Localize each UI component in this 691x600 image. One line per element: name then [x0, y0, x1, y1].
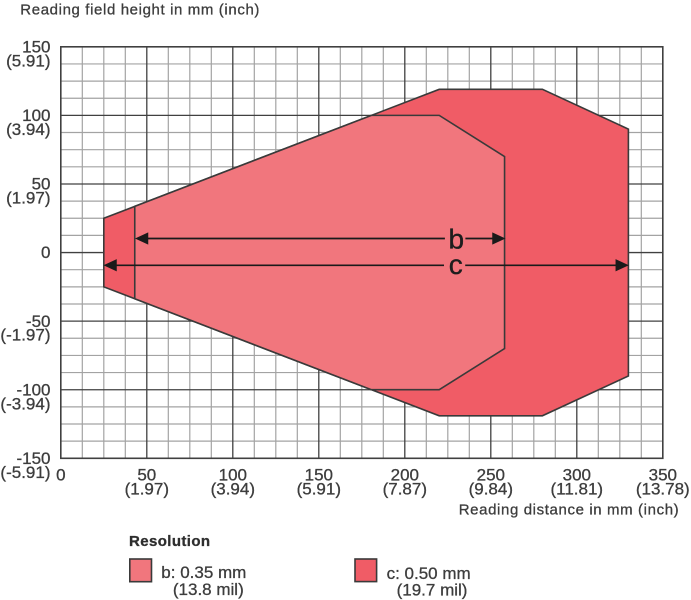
svg-text:-50: -50 [26, 312, 51, 331]
svg-text:200: 200 [391, 465, 419, 484]
svg-text:Reading distance in mm (inch): Reading distance in mm (inch) [459, 501, 680, 518]
svg-text:Resolution: Resolution [129, 533, 211, 550]
svg-text:(3.94): (3.94) [211, 479, 255, 498]
svg-text:(5.91): (5.91) [6, 51, 50, 70]
svg-text:(5.91): (5.91) [297, 479, 341, 498]
svg-text:300: 300 [563, 465, 591, 484]
svg-text:150: 150 [22, 38, 50, 57]
svg-text:50: 50 [137, 465, 156, 484]
svg-text:(13.8 mil): (13.8 mil) [173, 580, 244, 599]
svg-text:100: 100 [22, 106, 50, 125]
svg-text:(11.81): (11.81) [550, 479, 603, 498]
svg-text:(-5.91): (-5.91) [0, 463, 50, 482]
svg-text:(1.97): (1.97) [6, 189, 50, 208]
svg-text:b: 0.35 mm: b: 0.35 mm [161, 563, 246, 582]
svg-text:100: 100 [219, 465, 247, 484]
svg-text:-150: -150 [16, 449, 50, 468]
svg-text:(-1.97): (-1.97) [0, 326, 50, 345]
svg-text:0: 0 [41, 243, 50, 262]
svg-text:50: 50 [32, 175, 51, 194]
svg-text:(-3.94): (-3.94) [0, 394, 50, 413]
svg-text:0: 0 [56, 465, 65, 484]
svg-text:150: 150 [305, 465, 333, 484]
svg-text:c: c [449, 249, 463, 280]
svg-text:(1.97): (1.97) [125, 479, 169, 498]
svg-text:350: 350 [649, 465, 677, 484]
svg-text:b: b [449, 224, 465, 255]
svg-text:(7.87): (7.87) [383, 479, 427, 498]
svg-text:-100: -100 [16, 380, 50, 399]
svg-text:c: 0.50 mm: c: 0.50 mm [387, 564, 471, 583]
svg-text:(3.94): (3.94) [6, 120, 50, 139]
svg-text:250: 250 [477, 465, 505, 484]
svg-text:(13.78): (13.78) [636, 479, 690, 498]
svg-text:(9.84): (9.84) [469, 479, 513, 498]
svg-text:(19.7 mil): (19.7 mil) [397, 581, 468, 600]
svg-text:Reading field height in mm (in: Reading field height in mm (inch) [20, 2, 260, 19]
